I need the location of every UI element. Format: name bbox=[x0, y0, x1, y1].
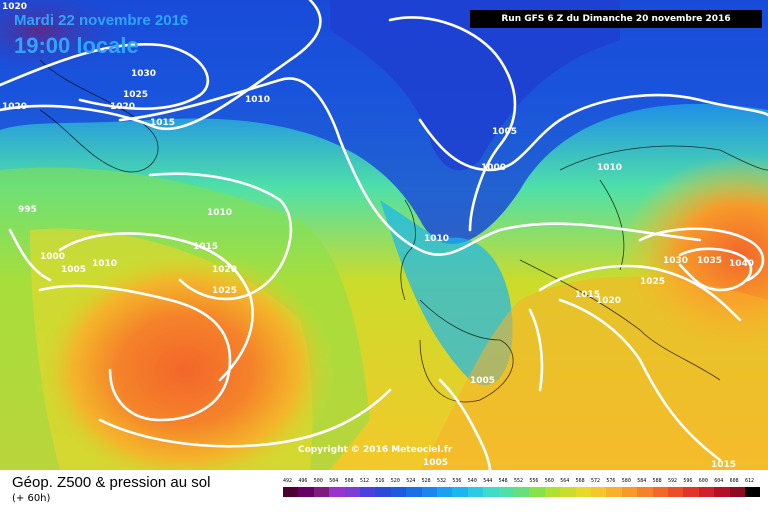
isobar-label: 1000 bbox=[481, 163, 507, 173]
isobar-label: 1005 bbox=[492, 127, 518, 137]
scale-label: 508 bbox=[344, 478, 354, 484]
scale-label: 532 bbox=[437, 478, 447, 484]
scale-swatch bbox=[683, 487, 699, 497]
scale-swatch bbox=[560, 487, 576, 497]
scale-label: 588 bbox=[652, 478, 662, 484]
scale-label: 612 bbox=[745, 478, 755, 484]
scale-label: 548 bbox=[498, 478, 508, 484]
scale-label: 556 bbox=[529, 478, 539, 484]
run-info: Run GFS 6 Z du Dimanche 20 novembre 2016 bbox=[470, 10, 762, 28]
isobar-label: 1025 bbox=[212, 286, 238, 296]
forecast-time: 19:00 locale bbox=[14, 33, 139, 58]
isobar-label: 1010 bbox=[245, 95, 271, 105]
isobar-label: 1040 bbox=[729, 259, 755, 269]
scale-label: 564 bbox=[560, 478, 570, 484]
scale-swatch bbox=[606, 487, 622, 497]
forecast-date: Mardi 22 novembre 2016 bbox=[14, 12, 189, 29]
isobar-label: 1020 bbox=[110, 102, 136, 112]
scale-swatch bbox=[514, 487, 530, 497]
scale-swatch bbox=[421, 487, 437, 497]
scale-label: 500 bbox=[313, 478, 323, 484]
isobar-label: 1005 bbox=[423, 458, 449, 468]
scale-label: 524 bbox=[406, 478, 416, 484]
scale-label: 604 bbox=[714, 478, 724, 484]
isobar-label: 1015 bbox=[150, 118, 176, 128]
isobar-label: 1005 bbox=[61, 265, 87, 275]
scale-label: 520 bbox=[390, 478, 400, 484]
scale-label: 560 bbox=[544, 478, 554, 484]
scale-swatch bbox=[745, 487, 761, 497]
coastlines bbox=[39, 59, 768, 403]
isobar-label: 1025 bbox=[640, 277, 666, 287]
scale-swatch bbox=[329, 487, 345, 497]
isobar-label: 1010 bbox=[597, 163, 623, 173]
isobar-label: 1035 bbox=[697, 256, 723, 266]
isobar-label: 1015 bbox=[575, 290, 601, 300]
weather-map bbox=[0, 0, 768, 470]
scale-swatch bbox=[621, 487, 638, 497]
isobar-label: 995 bbox=[18, 205, 37, 215]
scale-label: 596 bbox=[683, 478, 693, 484]
isobar-label: 1010 bbox=[92, 259, 118, 269]
scale-swatch bbox=[668, 487, 684, 497]
scale-label: 540 bbox=[467, 478, 477, 484]
scale-label: 528 bbox=[421, 478, 431, 484]
isobar-label: 1000 bbox=[40, 252, 66, 262]
isobar-label: 1005 bbox=[470, 376, 496, 386]
scale-label: 584 bbox=[637, 478, 647, 484]
isobars bbox=[0, 0, 768, 470]
isobar-label: 1010 bbox=[424, 234, 450, 244]
isobar-label: 1015 bbox=[711, 460, 737, 470]
isobar-label: 1015 bbox=[193, 242, 219, 252]
scale-label: 568 bbox=[575, 478, 585, 484]
scale-swatch bbox=[467, 487, 484, 497]
isobar-label: 1020 bbox=[212, 265, 238, 275]
scale-swatch bbox=[529, 487, 545, 497]
scale-swatch bbox=[544, 487, 561, 497]
scale-swatch bbox=[637, 487, 653, 497]
scale-label: 552 bbox=[514, 478, 524, 484]
scale-swatch bbox=[591, 487, 607, 497]
scale-label: 492 bbox=[283, 478, 293, 484]
scale-swatch bbox=[483, 487, 499, 497]
isobar-label: 1030 bbox=[131, 69, 157, 79]
scale-label: 496 bbox=[298, 478, 308, 484]
scale-swatch bbox=[575, 487, 591, 497]
scale-swatch bbox=[298, 487, 314, 497]
scale-swatch bbox=[437, 487, 453, 497]
isobar-label: 1025 bbox=[123, 90, 149, 100]
scale-label: 512 bbox=[360, 478, 370, 484]
scale-label: 504 bbox=[329, 478, 339, 484]
scale-label: 580 bbox=[621, 478, 631, 484]
isobar-label: 1020 bbox=[596, 296, 622, 306]
map-title: Géop. Z500 & pression au sol bbox=[12, 474, 211, 491]
scale-swatch bbox=[498, 487, 514, 497]
scale-swatch bbox=[375, 487, 391, 497]
isobar-label: 1010 bbox=[207, 208, 233, 218]
isobar-label: 1020 bbox=[2, 102, 28, 112]
scale-label: 516 bbox=[375, 478, 385, 484]
scale-swatch bbox=[283, 487, 299, 497]
scale-label: 600 bbox=[698, 478, 708, 484]
scale-swatch bbox=[390, 487, 407, 497]
scale-label: 608 bbox=[729, 478, 739, 484]
scale-swatch bbox=[452, 487, 468, 497]
copyright: Copyright © 2016 Meteociel.fr bbox=[298, 445, 453, 455]
scale-swatch bbox=[729, 487, 745, 497]
scale-swatch bbox=[313, 487, 330, 497]
scale-label: 592 bbox=[668, 478, 678, 484]
scale-swatch bbox=[698, 487, 715, 497]
scale-label: 576 bbox=[606, 478, 616, 484]
forecast-lead: (+ 60h) bbox=[12, 493, 51, 504]
isobar-label: 1030 bbox=[663, 256, 689, 266]
scale-swatch bbox=[360, 487, 376, 497]
scale-label: 544 bbox=[483, 478, 493, 484]
scale-label: 536 bbox=[452, 478, 462, 484]
scale-swatch bbox=[714, 487, 730, 497]
isobar-label: 1020 bbox=[2, 2, 28, 12]
scale-swatch bbox=[406, 487, 422, 497]
scale-swatch bbox=[344, 487, 360, 497]
scale-label: 572 bbox=[591, 478, 601, 484]
scale-swatch bbox=[652, 487, 668, 497]
